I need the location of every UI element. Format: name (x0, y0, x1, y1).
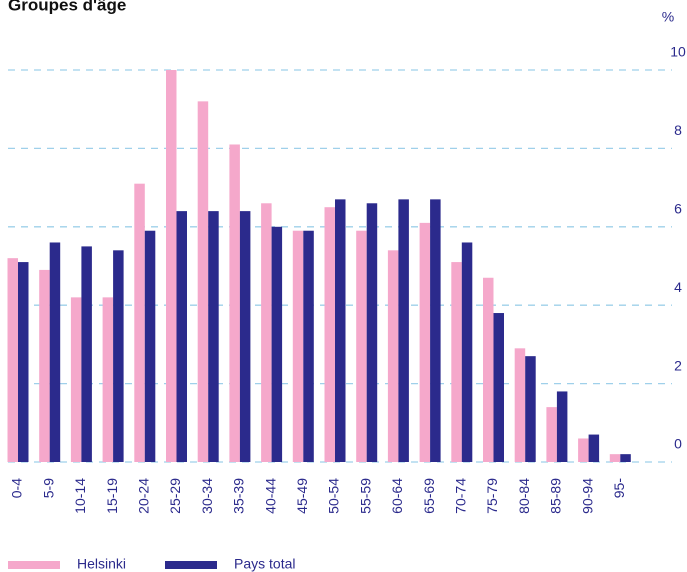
y-tick-label: 4 (674, 279, 682, 295)
x-tick-label: 95- (611, 478, 627, 499)
bar (261, 203, 272, 462)
bar (525, 356, 536, 462)
bar (39, 269, 50, 462)
x-tick-label: 10-14 (72, 478, 88, 514)
y-tick-label: 2 (674, 357, 682, 373)
bar (197, 101, 209, 463)
bar (461, 242, 473, 462)
bar (7, 258, 18, 462)
bar (556, 391, 568, 462)
bar (430, 199, 441, 463)
x-tick-label: 50-54 (326, 478, 342, 514)
y-tick-label: 8 (674, 122, 682, 138)
bar (620, 454, 631, 462)
bar (335, 199, 346, 463)
bar (303, 230, 314, 462)
bar (208, 211, 219, 462)
bar (514, 348, 526, 462)
legend-swatch (8, 561, 60, 569)
bar (588, 434, 600, 462)
x-tick-label: 30-34 (199, 478, 215, 514)
bar (324, 207, 335, 462)
bar (49, 242, 61, 462)
bar (81, 246, 92, 462)
x-tick-label: 20-24 (136, 478, 152, 514)
x-tick-label: 35-39 (231, 478, 247, 514)
bar (144, 230, 156, 462)
bar (18, 262, 29, 462)
bar (546, 407, 557, 462)
bar (451, 262, 462, 462)
bar (229, 144, 240, 463)
bar (70, 297, 82, 462)
x-tick-label: 45-49 (294, 478, 310, 514)
bar (113, 250, 124, 462)
bar (609, 454, 621, 462)
bar (387, 250, 399, 462)
bar (419, 222, 431, 462)
bar (176, 211, 187, 462)
x-tick-label: 60-64 (389, 478, 405, 514)
chart-title: Groupes d'âge (8, 0, 126, 14)
x-tick-label: 85-89 (548, 478, 564, 514)
y-tick-label: 6 (674, 201, 682, 217)
bar (483, 277, 494, 462)
x-tick-label: 40-44 (262, 478, 278, 514)
bar (102, 297, 114, 462)
bar (134, 183, 145, 462)
x-tick-label: 0-4 (9, 478, 25, 498)
x-tick-label: 15-19 (104, 478, 120, 514)
legend-label: Pays total (234, 556, 295, 572)
x-tick-label: 80-84 (516, 478, 532, 514)
x-tick-label: 75-79 (484, 478, 500, 514)
x-tick-label: 70-74 (453, 478, 469, 514)
x-tick-label: 65-69 (421, 478, 437, 514)
legend-swatch (165, 561, 217, 569)
bar (271, 226, 283, 462)
bar (578, 438, 589, 462)
bar (239, 211, 251, 462)
legend-label: Helsinki (77, 556, 126, 572)
y-unit: % (662, 9, 674, 25)
bar (493, 313, 504, 462)
bar (356, 230, 367, 462)
bar (292, 230, 304, 462)
bar (166, 70, 177, 462)
x-tick-label: 5-9 (40, 478, 56, 498)
bar (398, 199, 409, 463)
y-tick-label: 10 (670, 44, 686, 60)
x-tick-label: 55-59 (357, 478, 373, 514)
y-tick-label: 0 (674, 436, 682, 452)
x-tick-label: 90-94 (579, 478, 595, 514)
bar (366, 203, 378, 462)
x-tick-label: 25-29 (167, 478, 183, 514)
